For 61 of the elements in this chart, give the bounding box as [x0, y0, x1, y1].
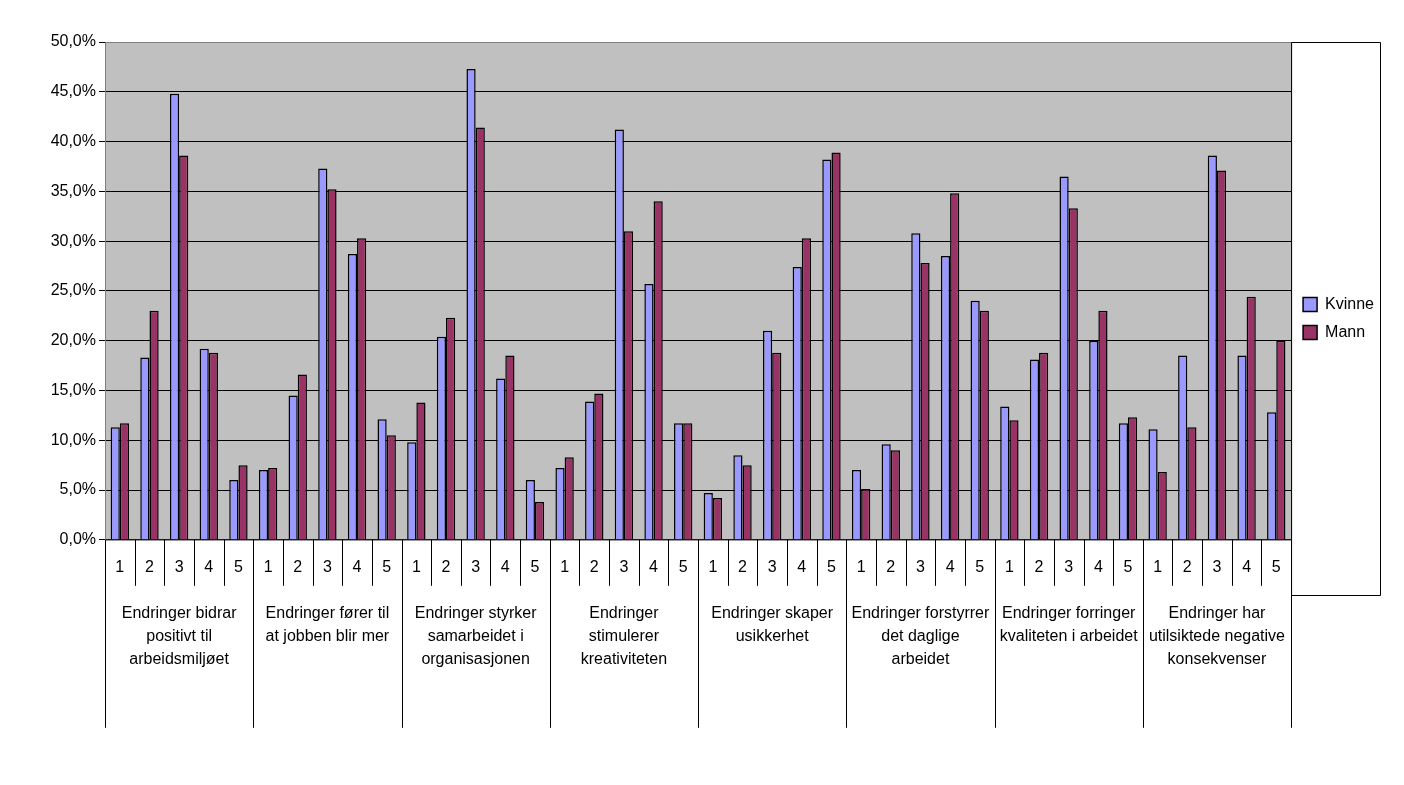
- y-tick-label: 15,0%: [50, 380, 96, 398]
- x-tick-label: 1: [263, 557, 273, 575]
- y-tick-label: 20,0%: [50, 331, 96, 349]
- x-tick-label: 3: [619, 557, 629, 575]
- x-tick-label: 1: [115, 557, 125, 575]
- x-tick-label: 3: [471, 557, 481, 575]
- y-tick-label: 45,0%: [50, 82, 96, 100]
- x-tick-label: 2: [738, 557, 748, 575]
- y-tick-label: 35,0%: [50, 181, 96, 199]
- x-tick-label: 2: [1034, 557, 1044, 575]
- x-tick-label: 5: [1271, 557, 1281, 575]
- x-tick-label: 5: [1123, 557, 1133, 575]
- legend-label: Kvinne: [1325, 294, 1375, 312]
- x-tick-label: 5: [827, 557, 837, 575]
- text: Endringer bidrar positivt til arbeidsmiljøet: [121, 604, 238, 668]
- x-tick-label: 1: [1153, 557, 1163, 575]
- x-tick-label: 1: [856, 557, 866, 575]
- x-tick-label: 5: [678, 557, 688, 575]
- legend-label: Mann: [1325, 322, 1366, 340]
- x-tick-label: 3: [915, 557, 925, 575]
- x-tick-label: 5: [233, 557, 243, 575]
- x-tick-label: 4: [352, 557, 362, 575]
- x-tick-label: 2: [589, 557, 599, 575]
- text: Endringer stimulerer kreativiteten: [580, 604, 668, 668]
- x-tick-label: 5: [975, 557, 985, 575]
- x-tick-label: 3: [1064, 557, 1074, 575]
- text: Endringer skaper usikkerhet: [711, 604, 834, 645]
- y-tick-label: 5,0%: [59, 480, 96, 498]
- x-tick-label: 3: [174, 557, 184, 575]
- x-tick-label: 1: [411, 557, 421, 575]
- text: Endringer forringer kvaliteten i arbeidet: [999, 604, 1139, 645]
- x-tick-label: 2: [145, 557, 155, 575]
- y-tick-label: 0,0%: [59, 530, 96, 548]
- x-tick-label: 3: [767, 557, 777, 575]
- y-tick-label: 10,0%: [50, 430, 96, 448]
- x-tick-label: 4: [797, 557, 807, 575]
- x-tick-label: 4: [204, 557, 214, 575]
- text: Endringer forstyrrer det daglige arbeidet: [851, 604, 991, 668]
- x-tick-label: 3: [322, 557, 332, 575]
- x-tick-label: 4: [500, 557, 510, 575]
- text: Endringer har utilsiktede negative konsekvenser: [1148, 604, 1286, 668]
- x-tick-label: 1: [560, 557, 570, 575]
- y-tick-label: 25,0%: [50, 281, 96, 299]
- y-tick-label: 40,0%: [50, 131, 96, 149]
- x-tick-label: 2: [293, 557, 303, 575]
- y-tick-label: 50,0%: [50, 32, 96, 50]
- text: Endringer fører til at jobben blir mer: [265, 604, 390, 645]
- x-tick-label: 5: [530, 557, 540, 575]
- x-tick-label: 4: [1242, 557, 1252, 575]
- x-tick-label: 4: [945, 557, 955, 575]
- x-tick-label: 1: [1004, 557, 1014, 575]
- x-tick-label: 5: [382, 557, 392, 575]
- x-tick-label: 2: [441, 557, 451, 575]
- x-tick-label: 2: [1182, 557, 1192, 575]
- text: Endringer styrker samarbeidet i organisasjonen: [414, 604, 538, 668]
- x-tick-label: 1: [708, 557, 718, 575]
- x-tick-label: 2: [886, 557, 896, 575]
- y-tick-label: 30,0%: [50, 231, 96, 249]
- x-tick-label: 4: [1093, 557, 1103, 575]
- x-tick-label: 4: [649, 557, 659, 575]
- x-tick-label: 3: [1212, 557, 1222, 575]
